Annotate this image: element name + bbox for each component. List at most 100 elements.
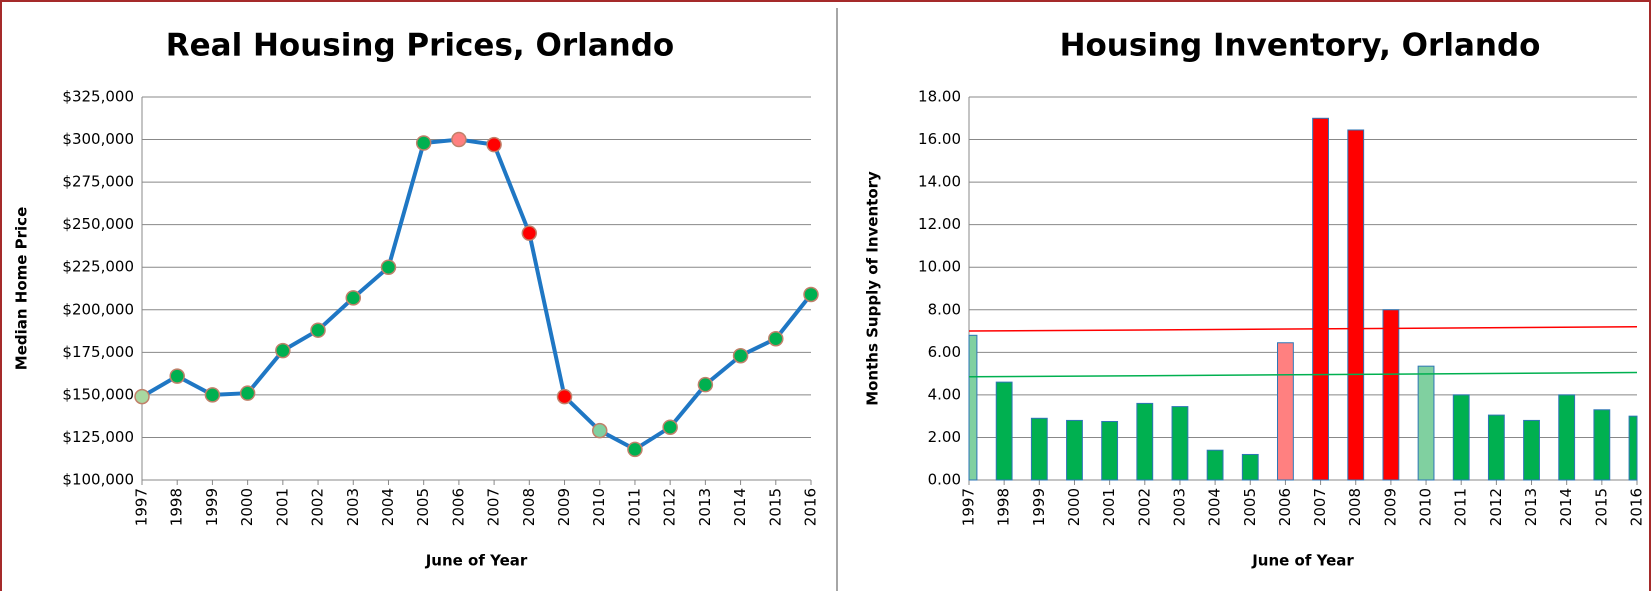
bar (1241, 453, 1259, 481)
y-tick-label: 2.00 (928, 428, 961, 446)
bar (1558, 394, 1576, 481)
marker (275, 342, 291, 359)
bar (1171, 406, 1189, 481)
y-tick-label: 6.00 (928, 343, 961, 361)
marker (662, 419, 678, 435)
y-tick-label: 12.00 (918, 215, 961, 233)
x-tick-label: 1998 (995, 488, 1013, 526)
x-tick-label: 2012 (1487, 488, 1505, 526)
marker (627, 441, 643, 458)
marker (134, 388, 150, 405)
marker (345, 290, 362, 306)
y-tick-label: $250,000 (62, 215, 134, 233)
marker (732, 347, 749, 364)
y-axis-label: Months Supply of Inventory (864, 171, 882, 406)
y-tick-label: $200,000 (62, 300, 134, 318)
marker (556, 388, 573, 405)
x-tick-label: 2007 (1311, 488, 1329, 526)
bar (1136, 402, 1154, 481)
x-tick-label: 2012 (661, 488, 679, 526)
x-tick-label: 1997 (960, 488, 978, 526)
reference-line (968, 371, 1638, 378)
x-tick-label: 1997 (133, 488, 151, 526)
x-tick-label: 2002 (309, 488, 327, 526)
y-tick-label: 0.00 (928, 471, 961, 489)
marker (310, 322, 326, 338)
y-tick-label: 4.00 (928, 385, 961, 403)
x-tick-label: 2014 (1557, 488, 1575, 526)
x-tick-label: 2011 (1452, 488, 1470, 526)
y-tick-label: $175,000 (62, 343, 134, 361)
x-tick-label: 2005 (414, 488, 432, 526)
bar (1487, 414, 1505, 481)
x-tick-label: 2013 (1522, 488, 1540, 526)
price-line (140, 137, 813, 452)
x-tick-label: 2015 (1592, 488, 1610, 526)
y-tick-label: $125,000 (62, 428, 134, 446)
bar (1452, 394, 1470, 481)
x-tick-label: 2011 (625, 488, 643, 526)
y-tick-label: $325,000 (62, 88, 134, 106)
y-tick-label: $150,000 (62, 385, 134, 403)
marker (803, 286, 819, 303)
x-tick-label: 2010 (1417, 488, 1435, 526)
bar (1593, 409, 1611, 481)
y-tick-label: 8.00 (928, 300, 961, 318)
x-tick-label: 2007 (485, 488, 503, 526)
x-tick-label: 2001 (273, 488, 291, 526)
x-tick-label: 2013 (696, 488, 714, 526)
y-tick-label: $275,000 (62, 173, 134, 191)
marker (591, 422, 608, 439)
x-tick-label: 1998 (168, 488, 186, 526)
x-axis-label: June of Year (1251, 552, 1354, 570)
marker (697, 376, 714, 393)
bar (1277, 342, 1294, 481)
bar (1417, 365, 1435, 481)
x-tick-label: 2010 (590, 488, 608, 526)
bar (1066, 419, 1083, 481)
bar (1347, 129, 1365, 481)
bar (968, 334, 978, 481)
x-tick-label: 2000 (1065, 488, 1083, 526)
x-tick-label: 2016 (1628, 488, 1646, 526)
x-tick-label: 1999 (1030, 488, 1048, 526)
x-tick-label: 2002 (1135, 488, 1153, 526)
x-tick-label: 2015 (766, 488, 784, 526)
bar (1628, 415, 1638, 481)
reference-line (968, 326, 1638, 332)
y-tick-label: 14.00 (918, 173, 961, 191)
x-tick-label: 2008 (1346, 488, 1364, 526)
x-tick-label: 2014 (731, 488, 749, 526)
y-tick-label: 10.00 (918, 258, 961, 276)
chart-title: Housing Inventory, Orlando (1060, 28, 1541, 64)
marker (380, 259, 397, 275)
bar (1382, 309, 1400, 481)
x-tick-label: 2009 (555, 488, 573, 526)
bar (1101, 420, 1119, 481)
marker (415, 135, 432, 151)
x-tick-label: 2009 (1381, 488, 1399, 526)
x-tick-label: 2000 (238, 488, 256, 526)
bar (995, 381, 1013, 481)
marker (486, 136, 502, 153)
bar (1206, 449, 1224, 481)
marker (521, 225, 538, 241)
y-tick-label: $225,000 (62, 258, 134, 276)
bar (1523, 419, 1540, 481)
x-tick-label: 1999 (203, 488, 221, 526)
bar (1312, 117, 1329, 481)
marker (768, 330, 784, 347)
x-axis-label: June of Year (425, 552, 528, 570)
marker (451, 131, 467, 148)
y-axis-label: Median Home Price (13, 207, 31, 370)
x-tick-label: 2004 (1206, 488, 1224, 526)
bar (1030, 417, 1048, 481)
x-tick-label: 2003 (344, 488, 362, 526)
x-tick-label: 2006 (449, 488, 467, 526)
marker (239, 385, 256, 401)
y-tick-label: 16.00 (918, 130, 961, 148)
x-tick-label: 2001 (1100, 488, 1118, 526)
